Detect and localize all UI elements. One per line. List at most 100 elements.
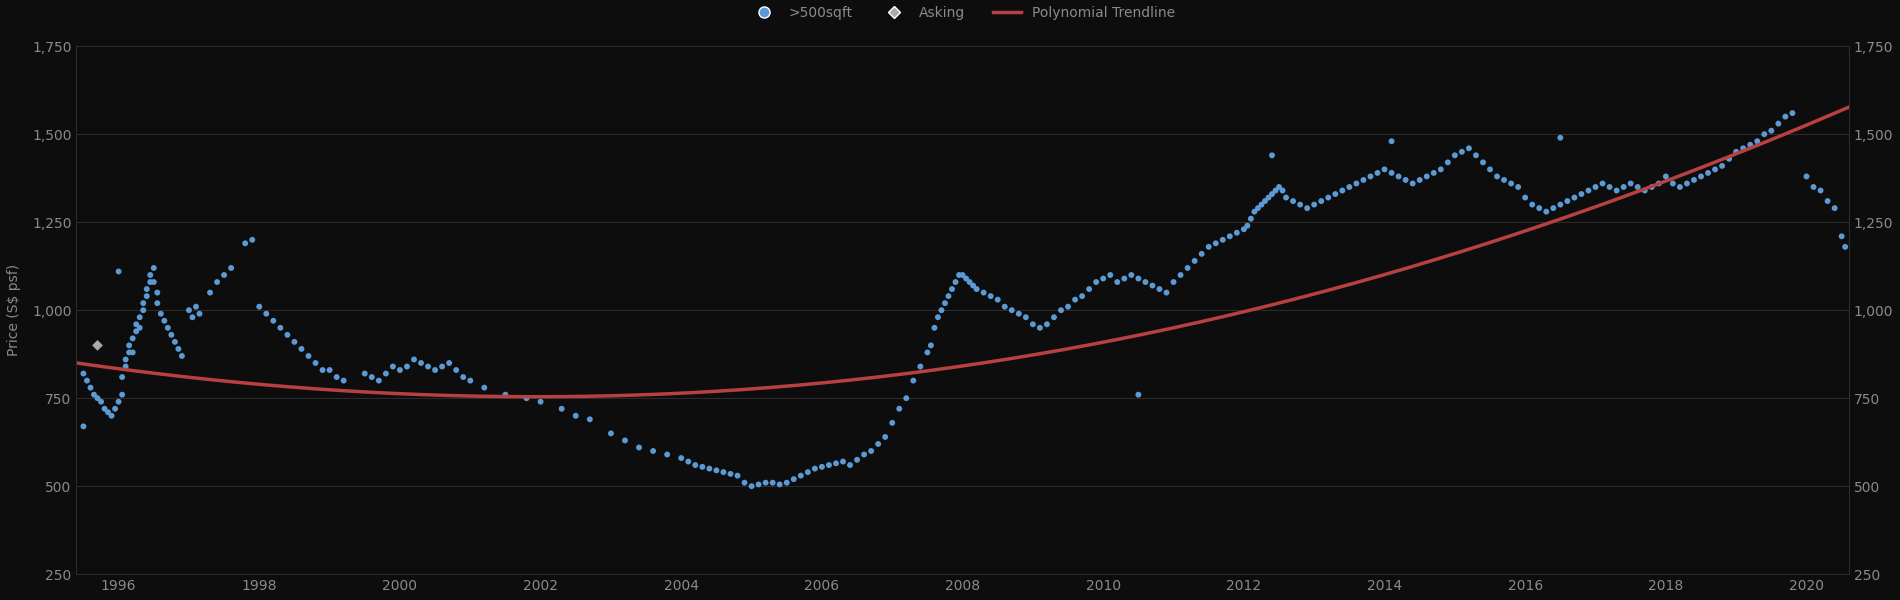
Legend: >500sqft, Asking, Polynomial Trendline: >500sqft, Asking, Polynomial Trendline (745, 1, 1182, 25)
Point (287, 344, 317, 354)
Point (1256, 151, 1286, 160)
Point (72, 376, 103, 385)
Point (127, 298, 158, 308)
Point (1721, 147, 1752, 157)
Point (1172, 263, 1203, 273)
Point (1440, 151, 1471, 160)
Point (78, 390, 108, 400)
Point (167, 351, 198, 361)
Point (1454, 143, 1484, 153)
Point (574, 415, 604, 424)
Point (808, 462, 838, 472)
Point (89, 404, 120, 413)
Point (730, 478, 760, 487)
Point (217, 263, 247, 273)
Point (560, 411, 591, 421)
Point (1313, 193, 1343, 202)
Point (950, 274, 980, 283)
Point (1412, 172, 1442, 181)
Point (638, 446, 669, 456)
Point (1201, 239, 1231, 248)
Point (975, 292, 1005, 301)
Point (1130, 277, 1161, 287)
Point (329, 376, 359, 385)
Point (1813, 196, 1843, 206)
Point (1123, 274, 1153, 283)
Point (1771, 112, 1801, 121)
Point (1292, 203, 1322, 213)
Point (93, 407, 124, 417)
Point (1326, 186, 1357, 196)
Point (1700, 164, 1731, 174)
Point (1039, 313, 1070, 322)
Point (106, 390, 137, 400)
Point (433, 358, 464, 368)
Point (1581, 182, 1611, 192)
Point (944, 270, 975, 280)
Point (899, 376, 929, 385)
Point (1305, 196, 1336, 206)
Point (1068, 292, 1098, 301)
Point (321, 372, 352, 382)
Point (1334, 182, 1364, 192)
Point (610, 436, 640, 445)
Point (1271, 193, 1302, 202)
Point (300, 358, 331, 368)
Point (238, 235, 268, 245)
Point (114, 347, 144, 357)
Point (1524, 203, 1554, 213)
Point (441, 365, 471, 375)
Point (800, 464, 830, 473)
Point (1300, 200, 1330, 209)
Point (1560, 193, 1590, 202)
Point (1566, 189, 1596, 199)
Point (1264, 182, 1294, 192)
Point (142, 298, 173, 308)
Point (412, 362, 443, 371)
Point (1370, 164, 1400, 174)
Point (201, 277, 232, 287)
Point (350, 369, 380, 379)
Point (103, 266, 133, 276)
Point (1233, 221, 1264, 230)
Point (1362, 168, 1393, 178)
Point (163, 344, 194, 354)
Point (1144, 284, 1174, 294)
Point (1180, 256, 1210, 266)
Point (1763, 119, 1794, 128)
Point (266, 323, 296, 332)
Point (1474, 164, 1505, 174)
Point (1651, 172, 1682, 181)
Point (547, 404, 578, 413)
Point (1657, 179, 1687, 188)
Point (863, 439, 893, 449)
Point (1260, 186, 1290, 196)
Point (1516, 200, 1547, 209)
Point (1032, 319, 1062, 329)
Point (1341, 179, 1372, 188)
Point (1159, 277, 1189, 287)
Point (821, 458, 851, 468)
Point (1320, 189, 1351, 199)
Point (680, 460, 711, 470)
Point (177, 313, 207, 322)
Point (148, 316, 179, 326)
Point (1623, 182, 1653, 192)
Point (103, 397, 133, 407)
Point (184, 309, 215, 319)
Point (1243, 203, 1273, 213)
Point (152, 323, 182, 332)
Point (927, 305, 958, 315)
Point (420, 365, 450, 375)
Point (1630, 186, 1661, 196)
Point (1254, 193, 1284, 202)
Point (1214, 232, 1245, 241)
Point (958, 281, 988, 290)
Point (929, 298, 960, 308)
Point (961, 284, 992, 294)
Point (1053, 302, 1083, 311)
Point (1349, 175, 1379, 185)
Point (1446, 147, 1476, 157)
Point (1383, 172, 1414, 181)
Point (779, 475, 809, 484)
